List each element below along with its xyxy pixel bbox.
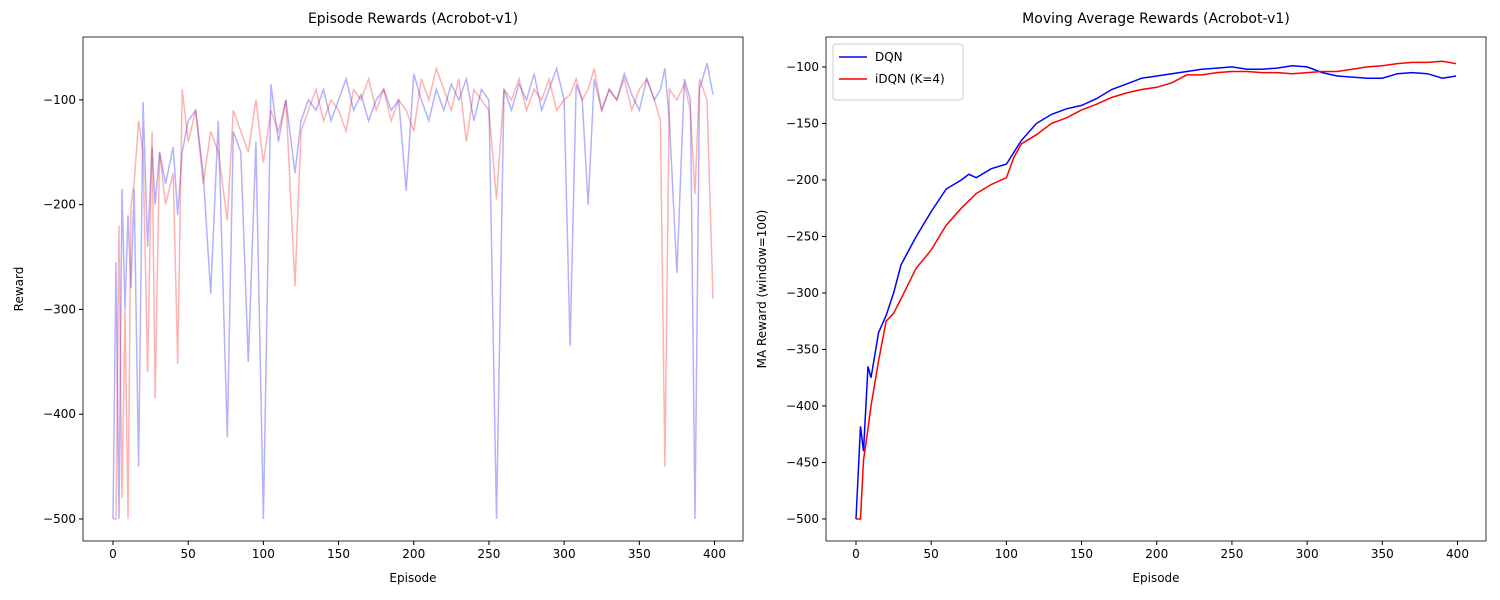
- x-tick-label: 0: [852, 547, 860, 561]
- x-tick-label: 300: [553, 547, 576, 561]
- x-tick-label: 350: [1371, 547, 1394, 561]
- series-line: [855, 65, 1457, 520]
- axes-frame: [82, 36, 744, 542]
- x-tick-label: 150: [327, 547, 350, 561]
- y-tick-label: −450: [786, 455, 819, 469]
- y-tick-label: −400: [43, 407, 76, 421]
- y-tick-label: −200: [786, 173, 819, 187]
- x-tick-label: 350: [628, 547, 651, 561]
- x-tick-label: 250: [1220, 547, 1243, 561]
- legend-label: DQN: [875, 50, 903, 64]
- x-tick-label: 200: [402, 547, 425, 561]
- y-axis-label: Reward: [12, 267, 26, 312]
- series-line: [856, 60, 1457, 520]
- y-tick-label: −100: [43, 93, 76, 107]
- x-axis-label: Episode: [1132, 571, 1179, 585]
- x-tick-label: 300: [1296, 547, 1319, 561]
- y-tick-label: −300: [786, 286, 819, 300]
- y-tick-label: −500: [786, 512, 819, 526]
- chart-title: Episode Rewards (Acrobot-v1): [308, 11, 518, 27]
- legend-label: iDQN (K=4): [875, 72, 945, 86]
- y-tick-label: −200: [43, 198, 76, 212]
- legend-box: [832, 43, 964, 101]
- y-tick-label: −250: [786, 229, 819, 243]
- x-tick-label: 400: [703, 547, 726, 561]
- axes-frame: [825, 36, 1487, 542]
- y-axis-label: MA Reward (window=100): [755, 210, 769, 369]
- x-tick-label: 100: [995, 547, 1018, 561]
- subplot: Episode Rewards (Acrobot-v1) Episode Rewar…: [12, 11, 744, 585]
- y-tick-label: −300: [43, 302, 76, 316]
- y-tick-label: −100: [786, 60, 819, 74]
- y-tick-label: −400: [786, 399, 819, 413]
- y-tick-label: −150: [786, 116, 819, 130]
- x-tick-label: 400: [1446, 547, 1469, 561]
- x-axis-label: Episode: [389, 571, 436, 585]
- x-tick-label: 150: [1070, 547, 1093, 561]
- x-tick-label: 0: [109, 547, 117, 561]
- x-tick-label: 50: [924, 547, 939, 561]
- series-line: [113, 65, 714, 520]
- x-tick-label: 200: [1145, 547, 1168, 561]
- legend: DQN iDQN (K=4): [832, 43, 964, 101]
- chart-title: Moving Average Rewards (Acrobot-v1): [1022, 11, 1290, 27]
- series-line: [112, 62, 714, 520]
- y-tick-label: −500: [43, 512, 76, 526]
- x-tick-label: 100: [252, 547, 275, 561]
- x-tick-label: 250: [477, 547, 500, 561]
- y-tick-label: −350: [786, 342, 819, 356]
- x-tick-label: 50: [181, 547, 196, 561]
- subplot: Moving Average Rewards (Acrobot-v1) Episo…: [755, 11, 1487, 585]
